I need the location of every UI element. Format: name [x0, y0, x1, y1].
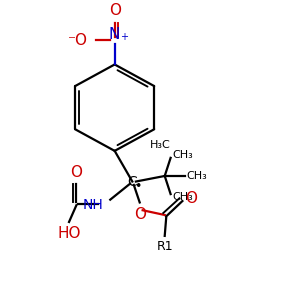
Text: HO: HO [57, 226, 81, 241]
Text: O: O [134, 207, 146, 222]
Text: R1: R1 [156, 240, 173, 253]
Text: N: N [109, 27, 120, 42]
Text: O: O [185, 191, 197, 206]
Text: C: C [128, 175, 137, 188]
Text: CH₃: CH₃ [172, 192, 193, 202]
Text: O: O [70, 165, 83, 180]
Text: NH: NH [82, 198, 103, 212]
Text: H₃C: H₃C [150, 140, 171, 150]
Text: +: + [120, 32, 128, 42]
Text: CH₃: CH₃ [172, 150, 193, 160]
Text: ⁻O: ⁻O [68, 33, 88, 48]
Text: •: • [134, 180, 141, 193]
Text: O: O [109, 3, 121, 18]
Text: CH₃: CH₃ [187, 171, 208, 181]
